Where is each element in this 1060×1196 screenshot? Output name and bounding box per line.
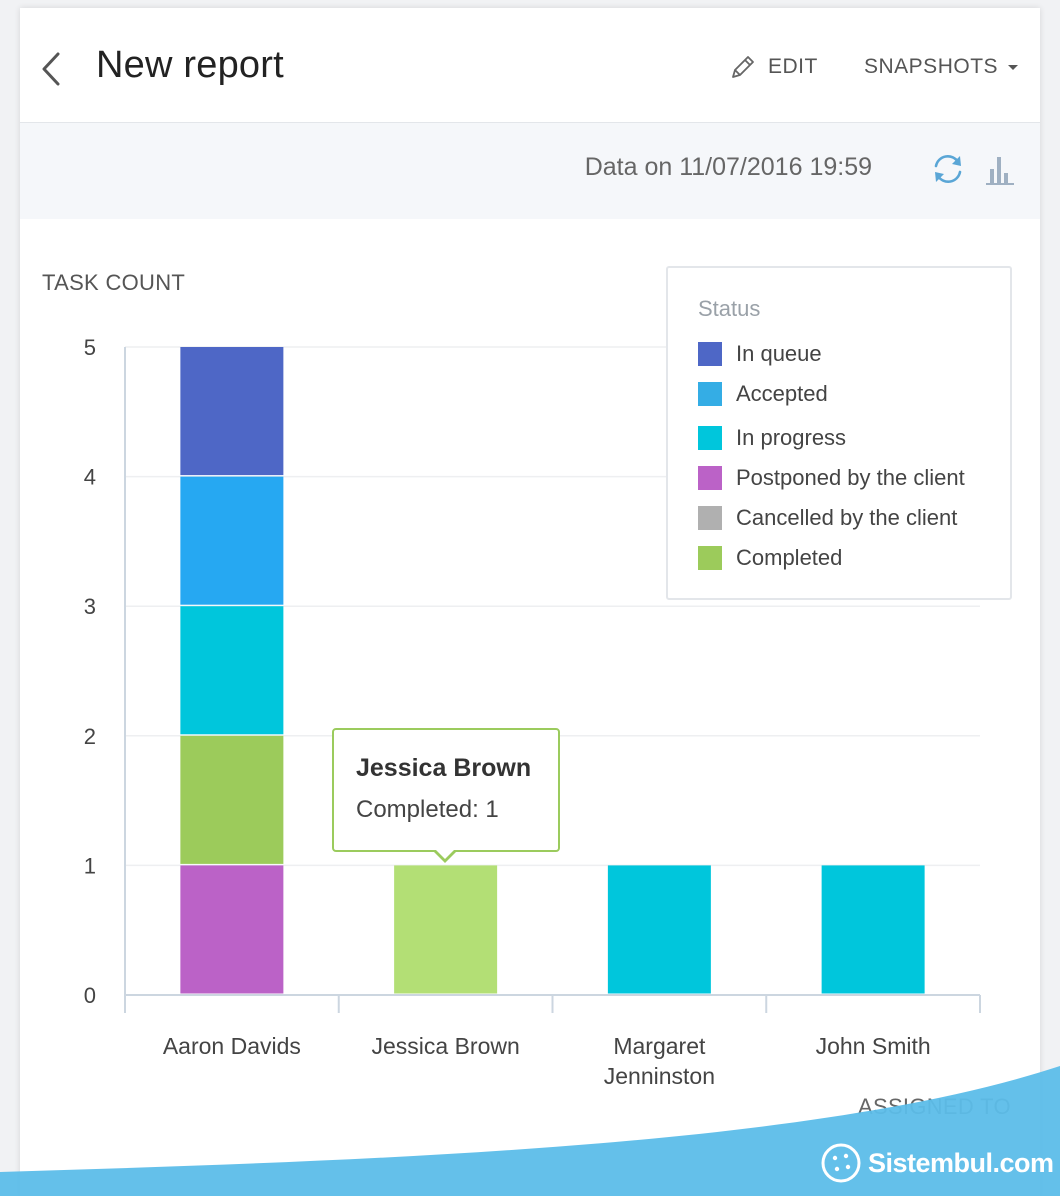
y-tick-label: 4	[84, 465, 96, 490]
legend-item-postponed[interactable]: Postponed by the client	[698, 465, 965, 491]
data-info-bar: Data on 11/07/2016 19:59	[20, 123, 1040, 219]
bar-segment[interactable]	[394, 865, 498, 994]
legend-item-in-queue[interactable]: In queue	[698, 341, 822, 367]
y-tick-label: 1	[84, 853, 96, 878]
pencil-icon	[732, 56, 754, 78]
snapshots-label: SNAPSHOTS	[864, 55, 999, 78]
chevron-left-icon	[42, 52, 60, 86]
tooltip-name: Jessica Brown	[356, 754, 532, 782]
legend-title: Status	[698, 296, 761, 321]
x-axis-title: ASSIGNED TO	[858, 1094, 1011, 1119]
x-tick-label: Margaret	[613, 1033, 706, 1059]
tooltip-value: Completed: 1	[356, 796, 499, 823]
bar-segment[interactable]	[180, 347, 284, 476]
bar-chart-icon	[986, 157, 1014, 185]
bar-segment[interactable]	[180, 735, 284, 864]
bar-segment[interactable]	[821, 865, 925, 994]
bar-segment[interactable]	[180, 476, 284, 605]
bar-segment[interactable]	[180, 606, 284, 735]
watermark-logo-icon	[821, 1143, 861, 1183]
legend-label: In progress	[736, 425, 847, 450]
y-axis-title: TASK COUNT	[42, 270, 186, 295]
legend-label: Postponed by the client	[736, 465, 965, 490]
x-tick-label: Jenninston	[604, 1063, 715, 1089]
x-tick-label: Aaron Davids	[163, 1033, 301, 1059]
bar-segment[interactable]	[607, 865, 711, 994]
legend-label: Accepted	[736, 381, 828, 406]
legend-item-cancelled[interactable]: Cancelled by the client	[698, 505, 957, 531]
bar-segment[interactable]	[180, 865, 284, 994]
watermark-text: Sistembul.com	[868, 1147, 1054, 1178]
legend-swatch	[698, 426, 722, 450]
legend-swatch	[698, 506, 722, 530]
y-tick-label: 3	[84, 594, 96, 619]
legend-item-in-progress[interactable]: In progress	[698, 425, 846, 451]
refresh-button[interactable]	[930, 151, 966, 187]
report-card: New report EDIT SNAPSHOTS Data on 11/07/…	[20, 8, 1040, 1196]
legend-swatch	[698, 342, 722, 366]
report-header: New report EDIT SNAPSHOTS	[20, 8, 1040, 123]
legend-swatch	[698, 546, 722, 570]
legend-label: In queue	[736, 341, 822, 366]
legend-swatch	[698, 382, 722, 406]
edit-button[interactable]: EDIT	[728, 52, 818, 82]
data-timestamp: Data on 11/07/2016 19:59	[584, 153, 872, 181]
back-button[interactable]	[38, 52, 68, 86]
legend-label: Cancelled by the client	[736, 505, 958, 530]
legend-label: Completed	[736, 545, 843, 570]
tooltip-arrow-inner	[435, 849, 455, 859]
page-title: New report	[96, 44, 284, 86]
y-tick-label: 0	[84, 983, 96, 1008]
y-tick-label: 5	[84, 335, 96, 360]
chart-legend: Status In queue Accepted In progress Pos…	[666, 266, 1012, 600]
snapshots-dropdown[interactable]: SNAPSHOTS	[864, 52, 1019, 82]
x-tick-label: John Smith	[816, 1033, 931, 1059]
edit-label: EDIT	[768, 55, 818, 78]
chart-tooltip: Jessica Brown Completed: 1	[332, 728, 560, 863]
x-tick-label: Jessica Brown	[371, 1033, 519, 1059]
legend-item-accepted[interactable]: Accepted	[698, 381, 828, 407]
legend-swatch	[698, 466, 722, 490]
y-tick-label: 2	[84, 724, 96, 749]
watermark-logo: Sistembul.com	[820, 1140, 1054, 1186]
legend-item-completed[interactable]: Completed	[698, 545, 842, 571]
caret-down-icon	[1008, 64, 1019, 70]
chart-type-button[interactable]	[984, 151, 1016, 187]
refresh-icon	[934, 155, 962, 183]
